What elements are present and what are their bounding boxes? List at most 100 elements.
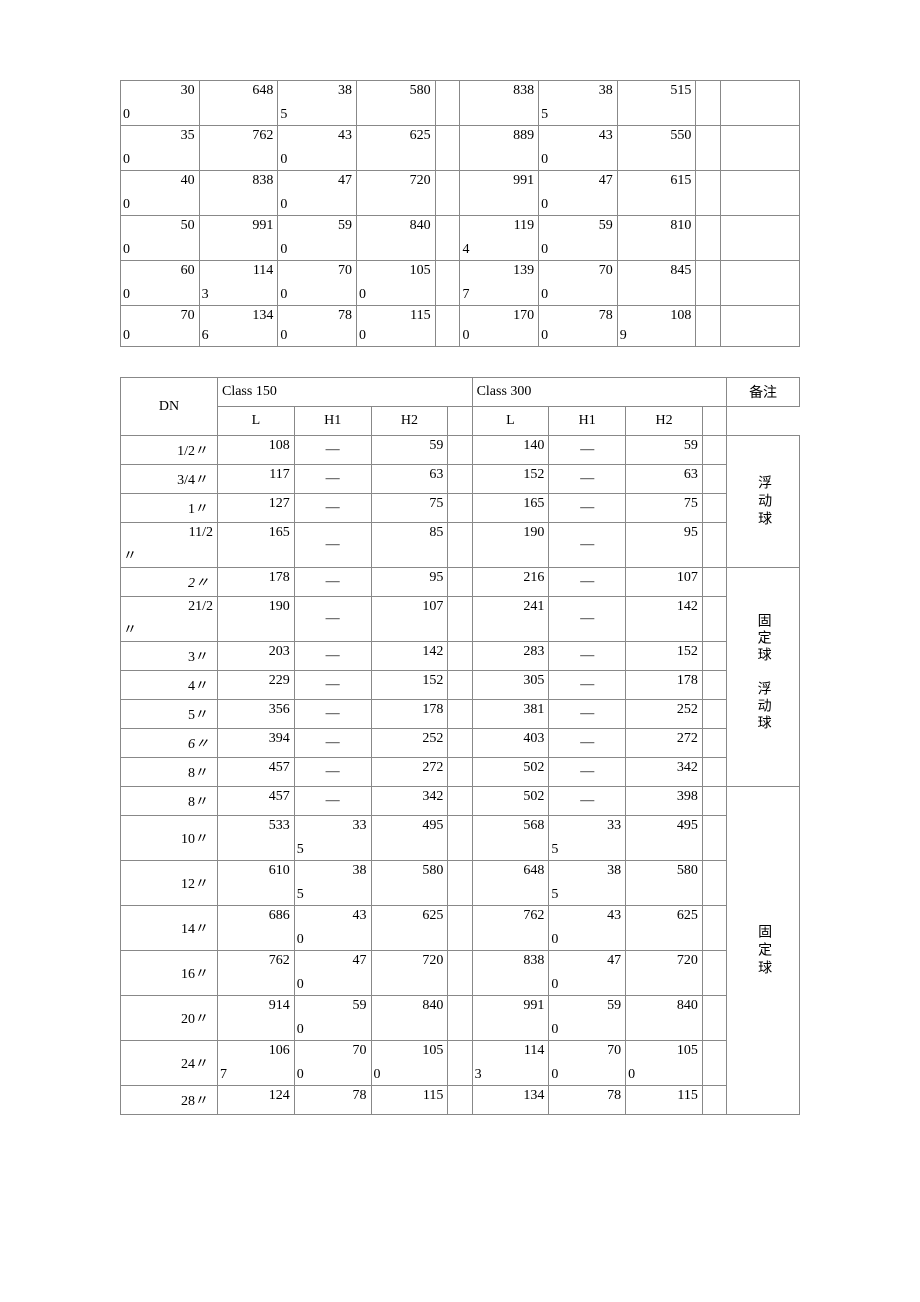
header-sub: H2 — [371, 407, 448, 436]
table-cell: — — [294, 436, 371, 465]
table-cell: 107 — [371, 597, 448, 642]
table-cell: 914 — [217, 996, 294, 1041]
table-cell — [702, 494, 726, 523]
table-cell: 1397 — [460, 261, 539, 306]
table-cell: 305 — [472, 671, 549, 700]
table-row: 5〃356—178 381—252 — [121, 700, 800, 729]
table-cell: 762 — [472, 906, 549, 951]
table-cell: 252 — [371, 729, 448, 758]
dn-cell: 14〃 — [121, 906, 218, 951]
table-cell: 152 — [371, 671, 448, 700]
table-cell: 142 — [626, 597, 703, 642]
table-cell — [448, 597, 472, 642]
table-cell: 500 — [121, 216, 200, 261]
table-cell: 335 — [294, 816, 371, 861]
header-class300: Class 300 — [472, 378, 727, 407]
table-cell: 470 — [278, 171, 357, 216]
table-cell: 1050 — [356, 261, 435, 306]
dn-cell: 3〃 — [121, 642, 218, 671]
table-cell: 95 — [626, 523, 703, 568]
table-cell: 700 — [278, 261, 357, 306]
table-cell: — — [294, 729, 371, 758]
table-row: 60011437001050 1397700845 — [121, 261, 800, 306]
table-cell: 700 — [539, 261, 618, 306]
dn-cell: 8〃 — [121, 758, 218, 787]
table-cell — [448, 729, 472, 758]
table-cell: 590 — [294, 996, 371, 1041]
table-cell: 59 — [371, 436, 448, 465]
table-cell — [448, 816, 472, 861]
table-cell: 515 — [617, 81, 696, 126]
dn-cell: 11/2〃 — [121, 523, 218, 568]
table-cell: — — [549, 758, 626, 787]
table-cell: 1194 — [460, 216, 539, 261]
table-cell: 700 — [294, 1041, 371, 1086]
table-row: 300648385580 838385515 — [121, 81, 800, 126]
table-cell — [702, 758, 726, 787]
table-cell — [435, 216, 460, 261]
table-row: 1/2〃108—59 140—59 浮动球 — [121, 436, 800, 465]
dn-cell: 8〃 — [121, 787, 218, 816]
table-cell — [702, 700, 726, 729]
table-cell — [702, 1041, 726, 1086]
table-cell — [702, 642, 726, 671]
table-cell: — — [549, 436, 626, 465]
table-row: 70013467801150 17007801089 — [121, 306, 800, 347]
table-row: 8〃457—342 502—398 固定球 — [121, 787, 800, 816]
table-cell: 1143 — [472, 1041, 549, 1086]
header-sub: L — [217, 407, 294, 436]
table-cell: — — [549, 597, 626, 642]
dn-cell: 10〃 — [121, 816, 218, 861]
table-cell: 1089 — [617, 306, 696, 347]
table-cell: 615 — [617, 171, 696, 216]
table-cell: 430 — [539, 126, 618, 171]
table-cell: 991 — [460, 171, 539, 216]
table-cell: 178 — [626, 671, 703, 700]
table-cell: 78 — [549, 1086, 626, 1115]
table-cell: 142 — [371, 642, 448, 671]
table-cell: 165 — [217, 523, 294, 568]
table-cell: 165 — [472, 494, 549, 523]
table-cell: 124 — [217, 1086, 294, 1115]
table-cell: 600 — [121, 261, 200, 306]
table-cell: 840 — [371, 996, 448, 1041]
note-cell: 固定球 浮动球 — [727, 568, 800, 787]
table-cell — [702, 787, 726, 816]
table-cell: — — [294, 597, 371, 642]
table-cell: 810 — [617, 216, 696, 261]
header-sub: H1 — [294, 407, 371, 436]
table-cell: 381 — [472, 700, 549, 729]
table-row: 21/2〃190—107 241—142 — [121, 597, 800, 642]
table-cell — [702, 951, 726, 996]
table-cell — [448, 642, 472, 671]
table-cell: 625 — [356, 126, 435, 171]
table-cell: 78 — [294, 1086, 371, 1115]
table-cell: 127 — [217, 494, 294, 523]
table-cell: 1067 — [217, 1041, 294, 1086]
table-cell: — — [294, 642, 371, 671]
table-cell — [448, 671, 472, 700]
dn-cell: 16〃 — [121, 951, 218, 996]
table-cell — [435, 126, 460, 171]
table-cell: 252 — [626, 700, 703, 729]
table-cell: 590 — [539, 216, 618, 261]
table-cell — [702, 523, 726, 568]
table-cell: 840 — [356, 216, 435, 261]
header-beizhu: 备注 — [727, 378, 800, 407]
table-cell: 350 — [121, 126, 200, 171]
table-cell: 117 — [217, 465, 294, 494]
table-cell: 1050 — [371, 1041, 448, 1086]
table-cell: 108 — [217, 436, 294, 465]
table-cell — [696, 306, 721, 347]
table-row: 24〃10677001050 11437001050 — [121, 1041, 800, 1086]
table-cell: 780 — [278, 306, 357, 347]
table-row: 1〃127—75 165—75 — [121, 494, 800, 523]
table-cell: 495 — [626, 816, 703, 861]
table-cell: 398 — [626, 787, 703, 816]
table-cell: 780 — [539, 306, 618, 347]
table-cell: 568 — [472, 816, 549, 861]
table-cell: — — [294, 494, 371, 523]
table-cell — [721, 81, 800, 126]
table-row: 6〃394—252 403—272 — [121, 729, 800, 758]
table-cell: 470 — [539, 171, 618, 216]
